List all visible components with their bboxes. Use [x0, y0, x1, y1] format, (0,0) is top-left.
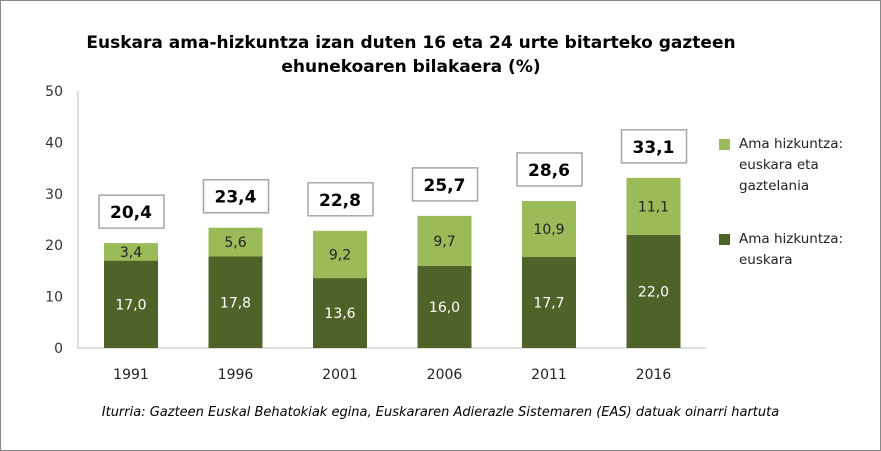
bar-data-label: 17,7 — [533, 296, 564, 312]
bar-data-label: 11,1 — [638, 199, 669, 215]
x-tick-label: 1996 — [218, 367, 254, 383]
total-label-box — [98, 194, 165, 229]
y-tick-label: 40 — [45, 135, 63, 151]
bar-data-label: 22,0 — [638, 284, 669, 300]
legend-item-euskara: Ama hizkuntza: euskara — [719, 229, 859, 271]
bar-segment — [313, 278, 367, 348]
legend-swatch — [719, 139, 730, 150]
bar-segment — [313, 230, 367, 279]
y-tick-label: 20 — [45, 238, 63, 254]
bar-data-label: 9,7 — [433, 234, 455, 250]
total-label-box — [411, 167, 479, 202]
total-label: 33,1 — [633, 138, 675, 158]
bar-segment — [522, 257, 576, 348]
bar-data-label: 5,6 — [224, 235, 246, 251]
bar-segment — [417, 265, 472, 348]
x-tick-label: 2006 — [427, 367, 463, 383]
bar-segment — [208, 227, 263, 257]
bar-data-label: 10,9 — [533, 222, 564, 238]
legend-label: Ama hizkuntza: euskara — [739, 231, 844, 268]
total-label-box — [516, 152, 583, 187]
legend-item-mixed: Ama hizkuntza: euskara eta gaztelania — [719, 134, 859, 197]
y-tick-label: 30 — [45, 187, 63, 203]
bar-segment — [104, 260, 158, 348]
total-label-box — [307, 182, 374, 217]
bar-segment — [626, 234, 681, 348]
chart-title: Euskara ama-hizkuntza izan duten 16 eta … — [86, 33, 736, 77]
y-tick-label: 50 — [45, 84, 63, 100]
total-label: 28,6 — [528, 161, 570, 181]
total-label: 22,8 — [319, 191, 361, 211]
y-tick-label: 0 — [54, 341, 63, 357]
y-tick-label: 10 — [45, 290, 63, 306]
bar-data-label: 3,4 — [120, 245, 142, 261]
total-label-box — [620, 129, 688, 164]
x-tick-label: 2001 — [322, 367, 358, 383]
total-label: 25,7 — [424, 176, 466, 196]
bar-segment — [104, 243, 158, 261]
bar-segment — [417, 215, 472, 266]
x-tick-label: 2011 — [531, 367, 567, 383]
x-tick-label: 2016 — [636, 367, 672, 383]
total-label: 23,4 — [215, 188, 257, 208]
legend-label: Ama hizkuntza: euskara eta gaztelania — [739, 136, 844, 194]
bar-data-label: 9,2 — [329, 247, 351, 263]
bar-data-label: 17,8 — [220, 295, 251, 311]
legend-swatch — [719, 234, 730, 245]
bar-segment — [208, 256, 263, 348]
bar-data-label: 16,0 — [429, 300, 460, 316]
bar-segment — [522, 200, 576, 258]
bar-data-label: 13,6 — [324, 306, 355, 322]
bar-segment — [626, 177, 681, 235]
total-label: 20,4 — [110, 203, 152, 223]
source-note: Iturria: Gazteen Euskal Behatokiak egina… — [101, 405, 780, 420]
bar-data-label: 17,0 — [115, 297, 146, 313]
x-tick-label: 1991 — [113, 367, 149, 383]
total-label-box — [202, 178, 270, 214]
